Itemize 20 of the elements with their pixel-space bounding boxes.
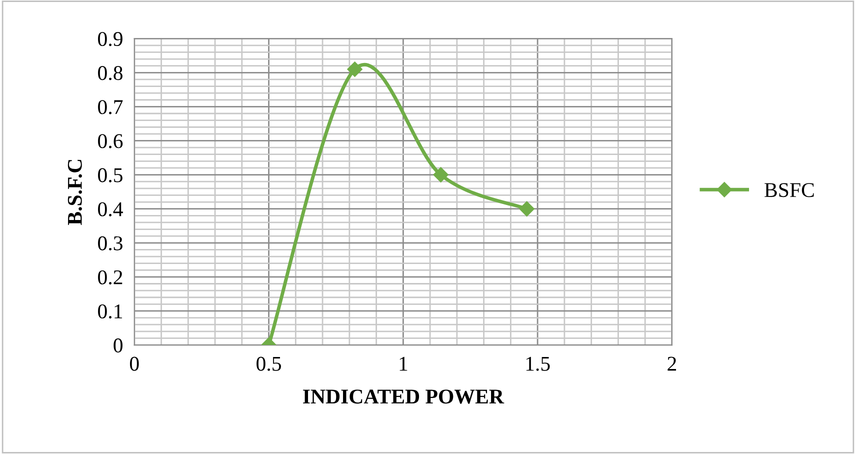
x-tick-label: 0.5 <box>256 356 281 371</box>
y-tick-label: 0.7 <box>98 100 123 114</box>
y-tick-label: 0.9 <box>98 32 122 46</box>
y-tick-label: 0.3 <box>98 236 122 250</box>
y-tick-label: 0.5 <box>98 168 122 182</box>
x-tick-label: 1 <box>400 356 408 371</box>
y-tick-label: 0 <box>114 338 122 352</box>
x-axis-title: INDICATED POWER <box>303 390 504 404</box>
x-tick-label: 0 <box>130 356 139 371</box>
y-tick-label: 0.4 <box>98 202 123 216</box>
y-tick-label: 0.2 <box>98 270 122 284</box>
y-tick-label: 0.1 <box>98 304 122 319</box>
y-tick-label: 0.8 <box>98 66 122 80</box>
point <box>519 201 534 216</box>
x-tick-label: 1.5 <box>526 356 550 371</box>
legend-label: BSFC <box>764 183 814 198</box>
x-tick-label: 2 <box>668 356 676 371</box>
y-axis-title: B.S.F.C <box>68 160 82 225</box>
y-tick-label: 0.6 <box>98 134 123 148</box>
point <box>433 167 448 182</box>
